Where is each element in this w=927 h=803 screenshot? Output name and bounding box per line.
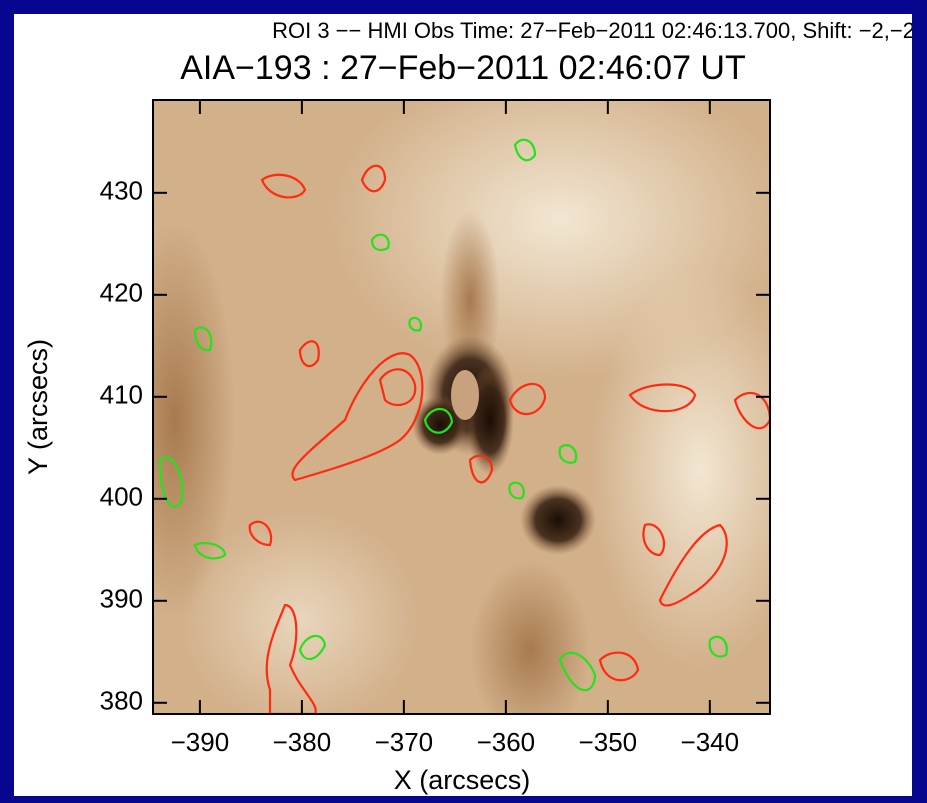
x-tick-label: −380 [273, 727, 332, 757]
y-tick-label: 380 [100, 686, 143, 716]
x-axis-label: X (arcsecs) [394, 765, 531, 795]
y-tick-label: 430 [100, 176, 143, 206]
suptitle: ROI 3 −− HMI Obs Time: 27−Feb−2011 02:46… [272, 18, 915, 43]
y-axis-label: Y (arcsecs) [23, 339, 53, 475]
plot-frame [152, 99, 771, 715]
x-tick-label: −340 [681, 727, 740, 757]
y-tick-label: 400 [100, 482, 143, 512]
y-tick-label: 420 [100, 278, 143, 308]
x-tick-label: −370 [375, 727, 434, 757]
y-tick-label: 410 [100, 380, 143, 410]
y-tick-label: 390 [100, 584, 143, 614]
chart-title: AIA−193 : 27−Feb−2011 02:46:07 UT [180, 49, 746, 87]
x-tick-label: −350 [579, 727, 638, 757]
header: ROI 3 −− HMI Obs Time: 27−Feb−2011 02:46… [272, 18, 915, 43]
x-tick-label: −360 [477, 727, 536, 757]
x-tick-label: −390 [171, 727, 230, 757]
image [153, 100, 770, 714]
